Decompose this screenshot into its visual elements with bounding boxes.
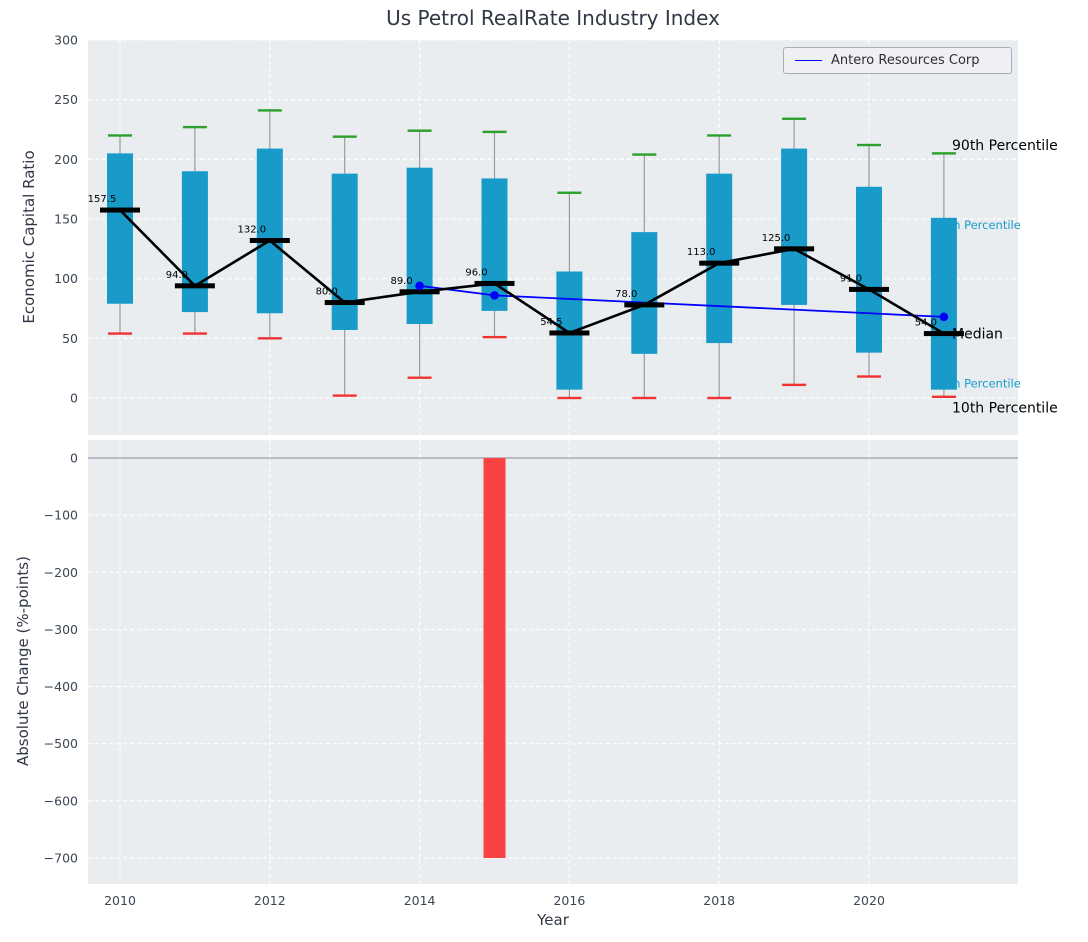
p90-cap-2017 — [632, 153, 657, 156]
company-point-2015 — [490, 291, 499, 300]
p10-cap-2016 — [557, 396, 582, 400]
p90-cap-2010 — [108, 134, 132, 137]
median-value-2018: 113.0 — [687, 247, 716, 258]
box-2014 — [406, 167, 433, 325]
p10-cap-2015 — [482, 335, 507, 339]
xtick-2018: 2018 — [703, 893, 735, 908]
change-bar-2015 — [483, 458, 506, 858]
median-value-2017: 78.0 — [615, 289, 637, 300]
bottom-ytick--500: −500 — [44, 736, 78, 751]
median-dash-2018 — [699, 260, 740, 266]
median-value-2012: 132.0 — [237, 224, 266, 235]
median-dash-2020 — [849, 286, 889, 292]
legend-line-sample — [795, 60, 822, 61]
p10-cap-2019 — [782, 383, 807, 387]
median-value-2010: 157.5 — [88, 194, 117, 205]
median-value-2016: 54.5 — [540, 317, 562, 328]
box-2013 — [331, 173, 358, 330]
median-dash-2015 — [474, 280, 515, 286]
box-2020 — [856, 186, 882, 353]
median-value-2021: 54.0 — [915, 318, 937, 329]
p90-cap-2015 — [482, 130, 507, 134]
top-ytick-150: 150 — [54, 212, 78, 227]
bottom-ytick-0: 0 — [70, 451, 78, 466]
xtick-2010: 2010 — [104, 893, 136, 908]
xtick-2014: 2014 — [404, 893, 436, 908]
top-ytick-300: 300 — [54, 33, 78, 48]
median-dash-2014 — [399, 289, 440, 295]
bottom-ytick--700: −700 — [44, 851, 78, 866]
median-value-2019: 125.0 — [762, 233, 791, 244]
box-2018 — [706, 173, 733, 344]
p90-cap-2013 — [332, 135, 357, 138]
bottom-y-axis-label: Absolute Change (%-points) — [14, 556, 32, 766]
top-ytick-200: 200 — [54, 152, 78, 167]
p10-cap-2021 — [931, 395, 956, 399]
top-ytick-250: 250 — [54, 92, 78, 107]
box-2019 — [781, 148, 808, 305]
x-axis-label: Year — [537, 911, 569, 929]
p10-cap-2011 — [182, 332, 207, 335]
bottom-ytick--200: −200 — [44, 565, 78, 580]
median-value-2011: 94.0 — [166, 270, 188, 281]
median-value-2015: 96.0 — [465, 267, 487, 278]
bottom-ytick--400: −400 — [44, 679, 78, 694]
bottom-ytick--100: −100 — [44, 508, 78, 523]
annotation-10th-percentile: 10th Percentile — [952, 401, 1058, 417]
box-2011 — [181, 171, 208, 313]
median-value-2013: 80.0 — [316, 287, 338, 298]
legend-label: Antero Resources Corp — [831, 53, 980, 68]
top-y-axis-label: Economic Capital Ratio — [20, 150, 38, 324]
p10-cap-2018 — [707, 396, 732, 400]
xtick-2016: 2016 — [553, 893, 585, 908]
box-2021 — [930, 217, 957, 390]
p90-cap-2012 — [257, 109, 282, 112]
median-value-2020: 91.0 — [840, 273, 862, 284]
bottom-plot-area — [88, 440, 1018, 884]
bottom-ytick--300: −300 — [44, 622, 78, 637]
p90-cap-2020 — [857, 143, 881, 147]
median-value-2014: 89.0 — [390, 276, 412, 287]
p90-cap-2016 — [557, 191, 582, 194]
box-2017 — [631, 232, 658, 354]
median-dash-2021 — [923, 331, 964, 337]
box-2010 — [107, 153, 133, 304]
top-ytick-100: 100 — [54, 271, 78, 286]
median-line — [119, 209, 945, 335]
median-dash-2010 — [100, 207, 140, 213]
box-2012 — [256, 148, 283, 314]
median-dash-2011 — [174, 283, 215, 289]
median-dash-2019 — [774, 246, 815, 252]
annotation-90th-percentile: 90th Percentile — [952, 138, 1058, 154]
xtick-2020: 2020 — [853, 893, 885, 908]
p10-cap-2012 — [257, 337, 282, 340]
box-2015 — [481, 178, 508, 311]
annotation-median: Median — [952, 327, 1003, 343]
p90-cap-2014 — [407, 129, 432, 132]
xtick-2012: 2012 — [254, 893, 286, 908]
chart-title: Us Petrol RealRate Industry Index — [386, 6, 720, 30]
p10-cap-2013 — [332, 394, 357, 397]
median-dash-2012 — [249, 237, 290, 243]
p90-cap-2011 — [182, 125, 207, 129]
p10-cap-2020 — [857, 375, 881, 378]
p90-cap-2019 — [782, 117, 807, 120]
company-point-2014 — [415, 281, 424, 291]
p10-cap-2017 — [632, 396, 657, 400]
median-dash-2013 — [324, 300, 365, 306]
p10-cap-2010 — [108, 332, 132, 335]
company-point-2021 — [939, 312, 949, 322]
median-dash-2017 — [624, 302, 665, 308]
bottom-ytick--600: −600 — [44, 793, 78, 808]
legend: Antero Resources Corp — [783, 47, 1012, 74]
p90-cap-2021 — [931, 152, 956, 155]
median-dash-2016 — [549, 330, 590, 336]
top-ytick-50: 50 — [62, 331, 78, 346]
p10-cap-2014 — [407, 376, 432, 379]
p90-cap-2018 — [707, 134, 732, 137]
top-ytick-0: 0 — [70, 391, 78, 406]
